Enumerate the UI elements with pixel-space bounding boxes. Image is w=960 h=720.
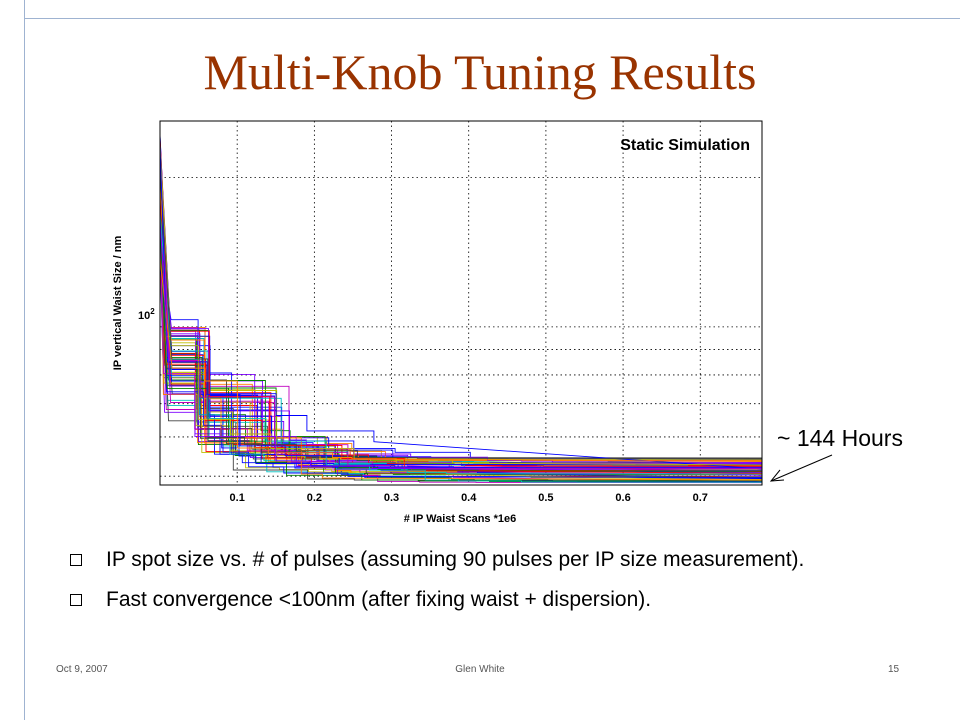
bullet-list: IP spot size vs. # of pulses (assuming 9… [70,540,960,620]
series-line [159,144,763,470]
slide-title: Multi-Knob Tuning Results [203,44,757,100]
series-line [159,203,763,468]
bullet-text: Fast convergence <100nm (after fixing wa… [106,588,652,611]
series-line [159,186,763,481]
y-tick-label: 102 [138,307,155,322]
y-axis-label: IP vertical Waist Size / nm [112,236,124,371]
x-tick-label: 0.3 [384,492,399,504]
series-line [159,183,763,461]
bullet-item: Fast convergence <100nm (after fixing wa… [70,580,960,620]
x-tick-label: 0.6 [615,492,630,504]
series-line [159,228,763,463]
annotation-arrow [770,454,833,482]
series-line [159,265,763,462]
chart-series [159,134,763,484]
bullet-item: IP spot size vs. # of pulses (assuming 9… [70,540,960,580]
x-tick-label: 0.7 [693,492,708,504]
x-axis-label: # IP Waist Scans *1e6 [404,513,517,525]
series-line [159,258,763,463]
annotation-arrowhead [769,469,785,482]
x-tick-label: 0.4 [461,492,477,504]
footer-author: Glen White [455,664,505,675]
x-tick-label: 0.2 [307,492,322,504]
square-bullet-icon [70,594,82,606]
series-line [159,219,763,471]
footer-page-number: 15 [888,664,900,675]
footer-date: Oct 9, 2007 [56,664,108,675]
chart-title: Static Simulation [620,137,750,154]
plot-border [159,120,763,486]
series-line [159,173,763,483]
x-tick-label: 0.5 [538,492,553,504]
bullet-text: IP spot size vs. # of pulses (assuming 9… [106,548,805,571]
series-line [159,213,763,483]
square-bullet-icon [70,554,82,566]
series-line [159,171,763,460]
series-line [159,249,763,482]
chart-ticks: 0.1 0.2 0.3 0.4 0.5 0.6 0.7 [230,492,708,504]
slide-frame-left [24,0,25,720]
series-line [159,247,763,479]
x-tick-label: 0.1 [230,492,245,504]
annotation-144-hours: ~ 144 Hours [777,425,903,451]
slide-frame-top [24,18,960,19]
